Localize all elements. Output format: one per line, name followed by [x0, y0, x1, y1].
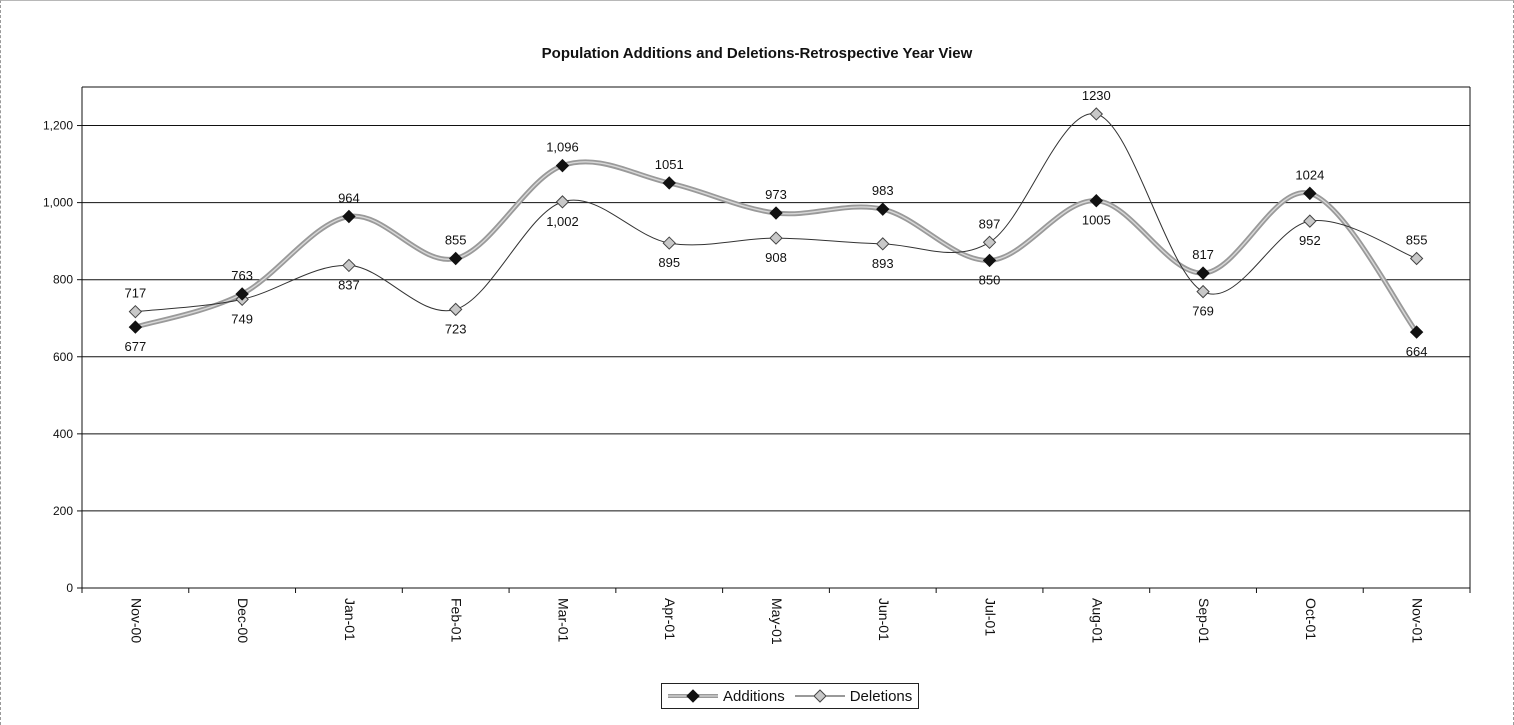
y-tick-label: 1,000 [43, 196, 73, 210]
data-label-additions: 1005 [1082, 213, 1111, 228]
axes: 0 200 400 600 800 1,000 1,200 Nov-00 Dec-00 Jan-0… [43, 86, 1471, 645]
marker-deletions [1089, 107, 1104, 121]
legend-swatch-deletions [794, 689, 845, 703]
marker-deletions [448, 302, 463, 317]
x-tick-label: Mar-01 [555, 598, 571, 643]
marker-additions [982, 253, 997, 268]
data-label-additions: 1,096 [546, 140, 579, 155]
marker-deletions [1409, 251, 1424, 266]
marker-deletions [876, 237, 890, 251]
x-tick-label: Jan-01 [342, 598, 358, 641]
marker-additions [876, 202, 890, 216]
x-tick-label: Sep-01 [1196, 598, 1212, 643]
legend-label-additions: Additions [723, 687, 785, 705]
legend-item-deletions: Deletions [793, 687, 913, 705]
data-label-deletions: 908 [765, 250, 787, 265]
data-label-additions: 850 [979, 272, 1001, 287]
line-chart: 0 200 400 600 800 1,000 1,200 Nov-00 Dec-00 Jan-0… [43, 86, 1471, 645]
data-label-additions: 664 [1406, 344, 1428, 359]
marker-additions [128, 320, 143, 334]
data-label-deletions: 897 [979, 216, 1001, 231]
y-tick-label: 0 [66, 581, 73, 595]
data-label-deletions: 1230 [1082, 88, 1111, 103]
data-label-additions: 763 [231, 268, 253, 283]
data-markers [128, 107, 1424, 339]
y-tick-label: 1,200 [43, 119, 73, 133]
data-label-additions: 983 [872, 183, 894, 198]
marker-additions [662, 176, 676, 190]
x-tick-label: Jun-01 [876, 598, 892, 641]
marker-additions [235, 287, 249, 301]
x-tick-label: Aug-01 [1089, 598, 1105, 643]
marker-deletions [342, 258, 356, 273]
x-tick-label: May-01 [769, 598, 785, 645]
marker-additions [769, 206, 783, 220]
y-tick-label: 600 [53, 350, 73, 364]
data-label-deletions: 717 [125, 286, 147, 301]
marker-additions [342, 209, 356, 224]
data-label-deletions: 769 [1192, 304, 1214, 319]
chart-legend: Additions Deletions [661, 683, 920, 709]
data-label-additions: 973 [765, 187, 787, 202]
data-label-deletions: 837 [338, 277, 360, 292]
data-label-deletions: 1,002 [546, 214, 579, 229]
data-label-deletions: 893 [872, 256, 894, 271]
marker-deletions [1303, 214, 1317, 228]
marker-additions [448, 251, 463, 266]
marker-deletions [1196, 284, 1210, 299]
data-label-additions: 855 [445, 232, 467, 247]
x-tick-label: Nov-01 [1410, 598, 1426, 643]
marker-additions [1089, 193, 1104, 208]
y-tick-label: 800 [53, 273, 73, 287]
x-tick-label: Apr-01 [662, 598, 678, 640]
marker-deletions [982, 235, 997, 250]
legend-item-additions: Additions [666, 688, 785, 705]
y-tick-label: 200 [53, 504, 73, 518]
data-label-additions: 1024 [1295, 167, 1324, 182]
data-label-deletions: 723 [445, 321, 467, 336]
data-label-deletions: 855 [1406, 232, 1428, 247]
data-label-additions: 964 [338, 190, 360, 205]
data-label-additions: 1051 [655, 157, 684, 172]
chart-title: Population Additions and Deletions-Retro… [541, 45, 973, 62]
marker-additions [1303, 186, 1317, 201]
marker-additions [1196, 266, 1210, 280]
data-label-deletions: 952 [1299, 233, 1321, 248]
data-label-additions: 817 [1192, 247, 1214, 262]
gridlines [82, 125, 1470, 512]
data-label-deletions: 895 [658, 255, 680, 270]
marker-additions [555, 158, 570, 173]
legend-swatch-additions [668, 689, 718, 703]
data-labels: 677 763 964 855 1,096 1051 973 983 850 1005 817 102… [125, 88, 1428, 359]
marker-deletions [769, 231, 783, 245]
x-tick-label: Jul-01 [983, 598, 999, 636]
x-tick-label: Dec-00 [235, 598, 251, 643]
marker-deletions [555, 195, 570, 209]
data-label-additions: 677 [125, 339, 147, 354]
legend-label-deletions: Deletions [849, 687, 913, 705]
marker-deletions [128, 304, 143, 319]
series-lines [134, 113, 1419, 334]
x-tick-label: Feb-01 [449, 598, 465, 643]
x-tick-label: Nov-00 [128, 598, 144, 643]
marker-additions [1409, 325, 1424, 339]
data-label-deletions: 749 [231, 311, 253, 326]
x-tick-label: Oct-01 [1303, 598, 1319, 640]
y-tick-label: 400 [53, 427, 73, 441]
marker-deletions [662, 236, 676, 250]
